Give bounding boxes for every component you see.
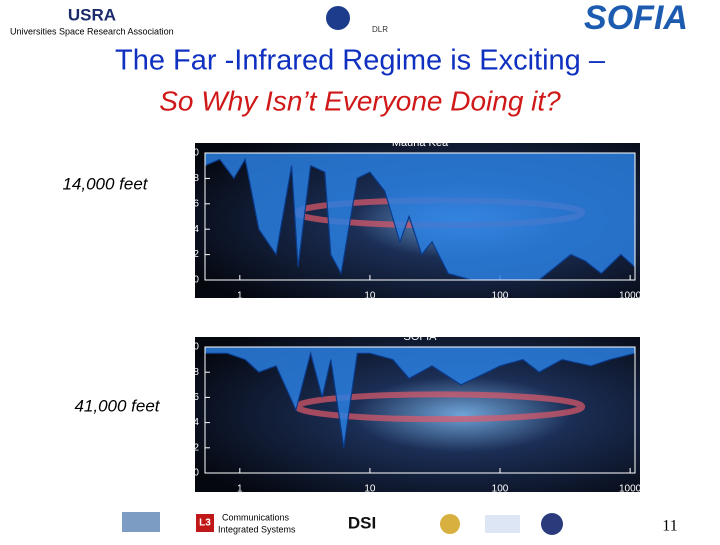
slide-subtitle: So Why Isn’t Everyone Doing it? (159, 85, 561, 116)
dlr-logo: DLR (372, 25, 388, 34)
y-tick-label: 0.6 (185, 392, 199, 403)
l3-logo: L3 (199, 518, 211, 529)
chart-title: SOFIA (403, 331, 437, 343)
y-tick-label: 0.4 (185, 417, 199, 428)
footer-logo (541, 513, 563, 535)
sofia-logo: SOFIA (584, 0, 688, 37)
footer-logo (485, 515, 520, 533)
x-tick-label: 10 (364, 291, 376, 302)
y-tick-label: 1.0 (185, 148, 199, 159)
x-tick-label: 1000 (619, 291, 642, 302)
page-number: 11 (662, 518, 677, 535)
y-tick-label: 0.2 (185, 442, 199, 453)
footer-text: Communications (222, 512, 290, 522)
chart-title: Mauna Kea (392, 137, 449, 149)
footer-logo (440, 514, 460, 534)
footer-logo (196, 514, 214, 532)
y-tick-label: 0.8 (185, 173, 199, 184)
x-tick-label: 1 (237, 291, 243, 302)
y-tick-label: 0.4 (185, 224, 199, 235)
nasa-logo (326, 6, 350, 30)
y-tick-label: 0.0 (185, 275, 199, 286)
x-tick-label: 1000 (619, 484, 642, 495)
transmission-area (205, 347, 635, 448)
y-axis-label: Transmission (173, 187, 184, 246)
x-axis-label: Wavelength (μm) (382, 305, 458, 316)
x-tick-label: 1 (237, 484, 243, 495)
footer-text: Integrated Systems (218, 524, 296, 534)
altitude-label: 14,000 feet (62, 174, 148, 193)
y-tick-label: 1.0 (185, 342, 199, 353)
y-tick-label: 0.2 (185, 249, 199, 260)
y-tick-label: 0.8 (185, 367, 199, 378)
slide-title: The Far -Infrared Regime is Exciting – (115, 45, 606, 77)
transmission-line (204, 157, 636, 281)
org-name: Universities Space Research Association (10, 26, 174, 36)
dsi-logo: DSI (348, 513, 376, 532)
transmission-line (205, 350, 636, 448)
transmission-area (205, 153, 635, 280)
y-tick-label: 0.6 (185, 198, 199, 209)
plot-frame (204, 346, 636, 474)
x-axis-label: Wavelength (μm) (382, 498, 458, 509)
footer-logo (122, 512, 160, 532)
x-tick-label: 10 (364, 484, 376, 495)
x-tick-label: 100 (492, 291, 509, 302)
altitude-label: 41,000 feet (74, 396, 160, 415)
y-axis-label: Transmission (173, 380, 184, 439)
x-tick-label: 100 (492, 484, 509, 495)
usra-logo: USRA (68, 5, 116, 24)
plot-frame (204, 152, 636, 281)
y-tick-label: 0.0 (185, 468, 199, 479)
